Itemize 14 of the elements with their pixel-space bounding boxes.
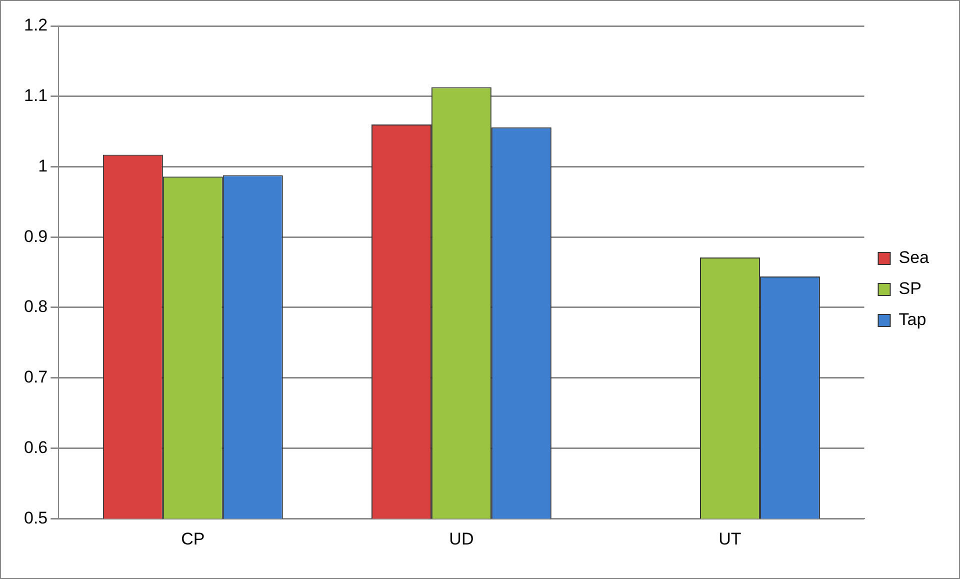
y-tick-label: 1.1 <box>24 86 48 106</box>
y-tick-label: 0.5 <box>24 508 48 528</box>
y-tick-label: 0.8 <box>24 297 48 316</box>
legend-label: Tap <box>898 310 926 330</box>
y-tick-label: 0.6 <box>24 438 48 457</box>
y-tick-label: 1.2 <box>24 16 48 35</box>
x-tick-label: UT <box>718 529 742 548</box>
y-tick-label: 1 <box>38 156 48 176</box>
legend-label: Sea <box>898 248 930 268</box>
y-tick-label: 0.7 <box>24 368 48 387</box>
x-tick-label: UD <box>449 529 474 548</box>
y-tick-label: 0.9 <box>24 226 48 246</box>
x-tick-label: CP <box>181 529 205 548</box>
legend-label: SP <box>898 279 922 298</box>
